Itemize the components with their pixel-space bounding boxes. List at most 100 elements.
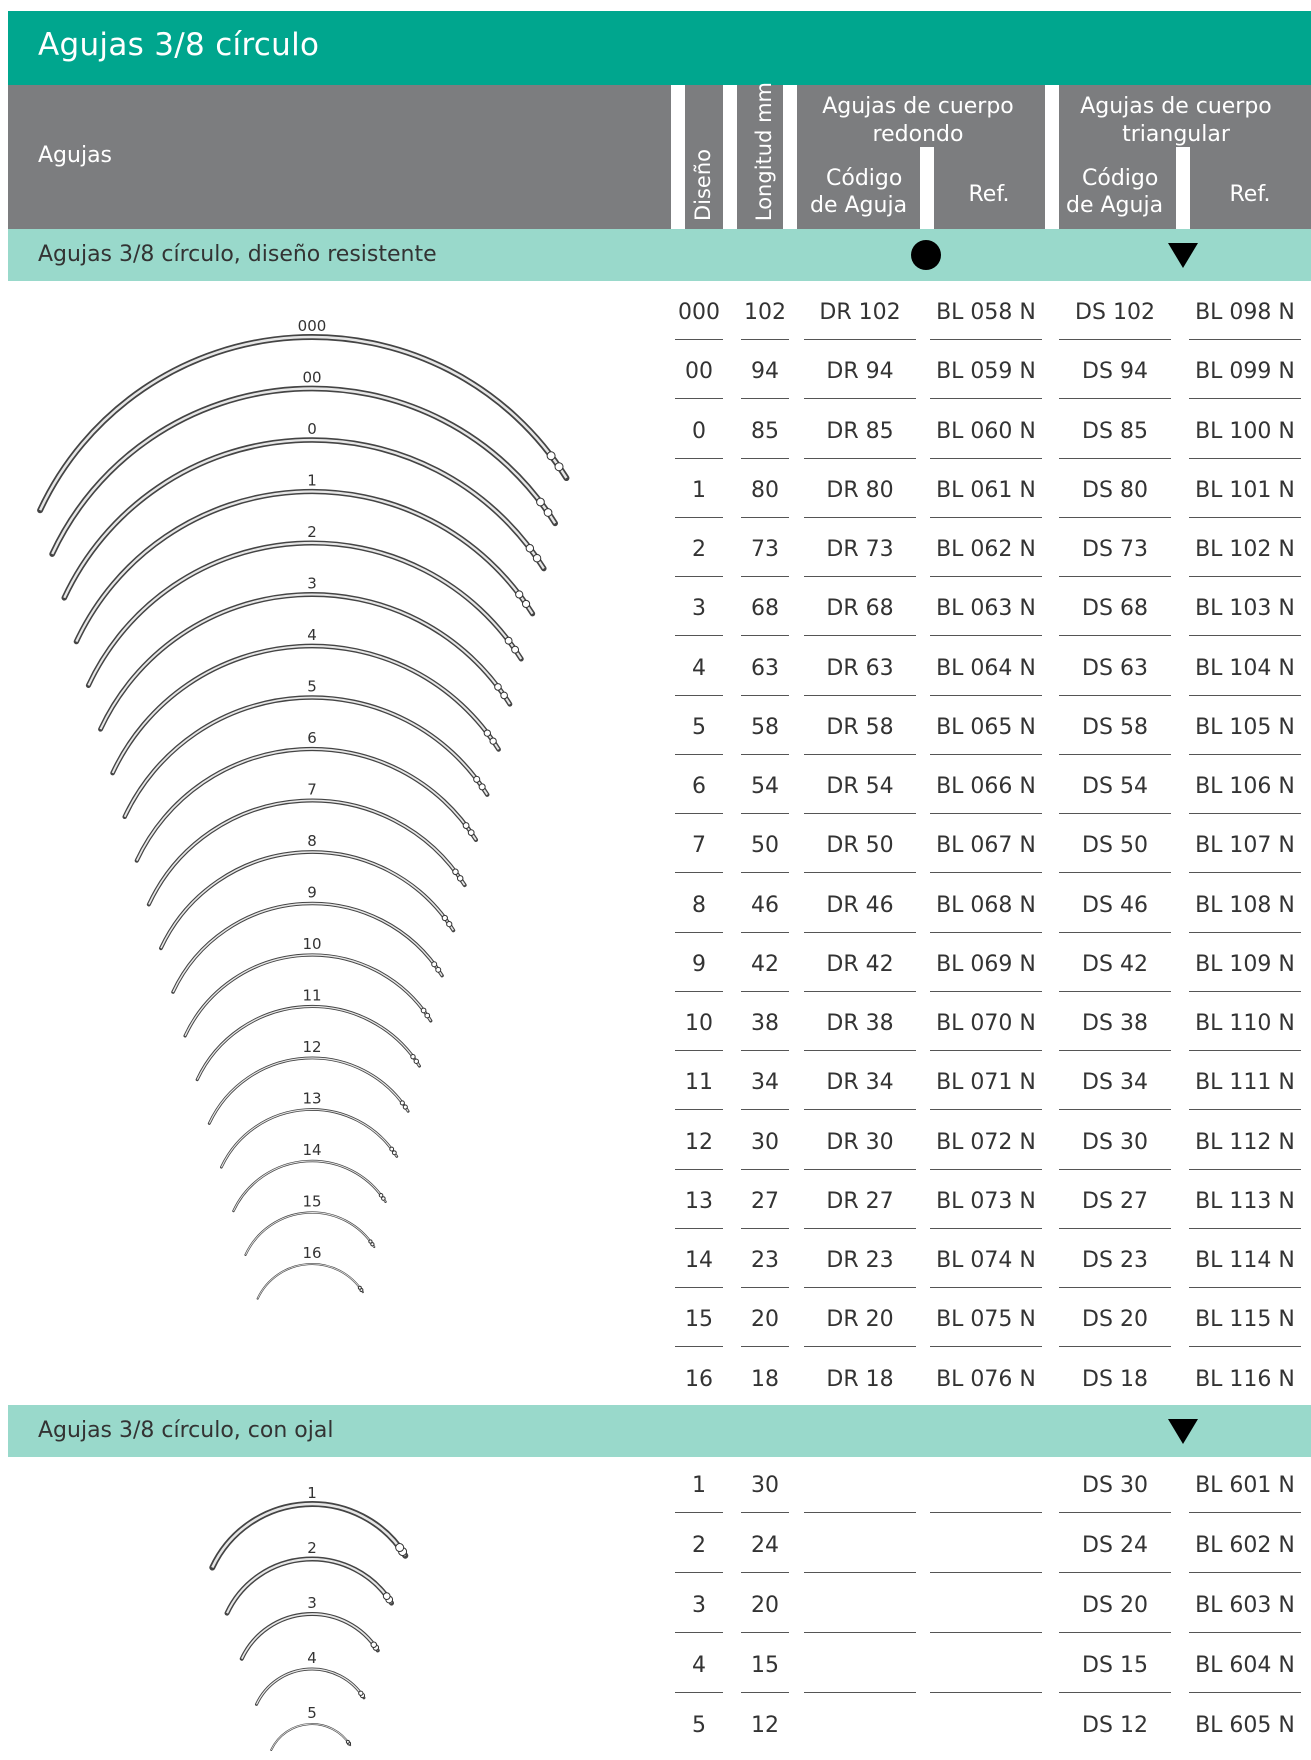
row-separator <box>804 694 916 696</box>
table-cell: DS 30 <box>1082 1473 1148 1498</box>
table-cell: BL 103 N <box>1195 596 1295 622</box>
needle: 10 <box>183 935 433 1038</box>
table-cell: BL 105 N <box>1195 714 1295 740</box>
table-cell: BL 104 N <box>1195 655 1295 681</box>
row-separator <box>1059 1050 1171 1051</box>
table-row: 6 54 DR 54 BL 066 N DS 54 BL 106 N <box>0 757 1311 816</box>
table-cell: DS 73 <box>1082 537 1148 562</box>
row-separator <box>675 694 723 696</box>
row-separator <box>675 1572 723 1573</box>
table-cell: BL 061 N <box>936 477 1036 503</box>
row-separator <box>1189 1346 1301 1348</box>
needle: 1 <box>73 472 536 645</box>
codigo-line1: Código <box>826 166 903 191</box>
row-separator <box>675 576 723 577</box>
needle-size-label: 10 <box>302 935 321 953</box>
table-row: 13 27 DR 27 BL 073 N DS 27 BL 113 N <box>0 1172 1311 1231</box>
row-separator <box>675 1109 723 1111</box>
table-row: 1 80 DR 80 BL 061 N DS 80 BL 101 N <box>0 461 1311 520</box>
table-row: 14 23 DR 23 BL 074 N DS 23 BL 114 N <box>0 1231 1311 1290</box>
row-separator <box>675 1168 723 1170</box>
row-separator <box>1189 753 1301 755</box>
table-cell <box>800 1456 920 1515</box>
row-separator <box>741 990 789 992</box>
row-separator <box>930 1168 1042 1170</box>
header-redondo: Agujas de cuerpo redondo <box>822 94 1014 147</box>
row-separator <box>804 1512 916 1513</box>
row-separator <box>1189 872 1301 874</box>
table-cell: DR 94 <box>826 359 894 385</box>
section-title: Agujas 3/8 círculo, con ojal <box>38 1418 334 1443</box>
table-cell: BL 100 N <box>1195 418 1295 444</box>
table-cell: BL 064 N <box>936 655 1036 681</box>
triangular-body-symbol-icon <box>1168 1419 1198 1444</box>
divider <box>783 85 797 229</box>
row-separator <box>741 931 789 933</box>
row-separator <box>675 813 723 814</box>
table-cell: BL 070 N <box>936 1011 1036 1036</box>
table-cell: DS 34 <box>1082 1070 1148 1096</box>
needle-size-label: 1 <box>307 472 317 490</box>
table-cell: 102 <box>744 300 786 325</box>
table-cell: BL 102 N <box>1195 537 1295 562</box>
table-cell: 42 <box>751 951 779 977</box>
row-separator <box>1189 694 1301 696</box>
table-cell: DR 27 <box>826 1188 894 1214</box>
row-separator <box>804 872 916 874</box>
table-cell: DS 27 <box>1082 1188 1148 1214</box>
table-row: 8 46 DR 46 BL 068 N DS 46 BL 108 N <box>0 876 1311 935</box>
table-cell <box>800 1636 920 1695</box>
row-separator <box>675 753 723 755</box>
table-cell: 46 <box>751 892 779 918</box>
needle: 11 <box>195 987 421 1082</box>
table-cell: BL 115 N <box>1195 1307 1295 1333</box>
needle-size-label: 15 <box>302 1193 321 1211</box>
row-separator <box>1189 1632 1301 1633</box>
needle-size-label: 9 <box>307 884 317 902</box>
table-cell: 2 <box>692 537 706 562</box>
table-cell: DR 58 <box>826 714 894 740</box>
row-separator <box>930 635 1042 637</box>
table-cell: 15 <box>751 1653 779 1678</box>
row-separator <box>1189 1287 1301 1288</box>
table-cell: DR 68 <box>826 596 894 622</box>
table-cell: DS 24 <box>1082 1533 1148 1558</box>
row-separator <box>675 398 723 400</box>
table-cell: 18 <box>751 1366 779 1392</box>
header-agujas: Agujas <box>38 143 113 168</box>
row-separator <box>1059 1572 1171 1573</box>
header-diseno: Diseño <box>691 148 715 221</box>
table-cell: DS 102 <box>1075 300 1155 325</box>
divider <box>920 147 934 229</box>
table-header: Agujas Diseño Longitud mm Agujas de cuer… <box>8 82 1311 229</box>
needle: 00 <box>49 369 558 557</box>
codigo-line2: de Aguja <box>1066 193 1164 218</box>
needle-size-label: 5 <box>307 1704 317 1722</box>
row-separator <box>675 1050 723 1051</box>
table-row: 4 63 DR 63 BL 064 N DS 63 BL 104 N <box>0 639 1311 698</box>
row-separator <box>804 339 916 340</box>
row-separator <box>675 635 723 637</box>
header-ref-redondo: Ref. <box>968 182 1010 207</box>
divider <box>1176 147 1190 229</box>
row-separator <box>675 1287 723 1288</box>
row-separator <box>804 635 916 637</box>
row-separator <box>1189 1512 1301 1513</box>
section-bar-ojal: Agujas 3/8 círculo, con ojal <box>8 1405 1311 1457</box>
table-cell: BL 111 N <box>1195 1070 1295 1096</box>
table-cell: DS 85 <box>1082 418 1148 444</box>
row-separator <box>741 1572 789 1573</box>
table-cell: DS 20 <box>1082 1307 1148 1333</box>
table-cell: BL 601 N <box>1195 1473 1295 1498</box>
table-cell: 50 <box>751 833 779 859</box>
row-separator <box>741 1109 789 1111</box>
table-cell: DR 20 <box>826 1307 894 1333</box>
row-separator <box>1059 1109 1171 1111</box>
table-cell: 12 <box>751 1713 779 1738</box>
table-row: 9 42 DR 42 BL 069 N DS 42 BL 109 N <box>0 935 1311 994</box>
needle-size-label: 16 <box>302 1244 321 1262</box>
table-cell: BL 059 N <box>936 359 1036 385</box>
row-separator <box>741 398 789 400</box>
table-cell: DS 46 <box>1082 892 1148 918</box>
